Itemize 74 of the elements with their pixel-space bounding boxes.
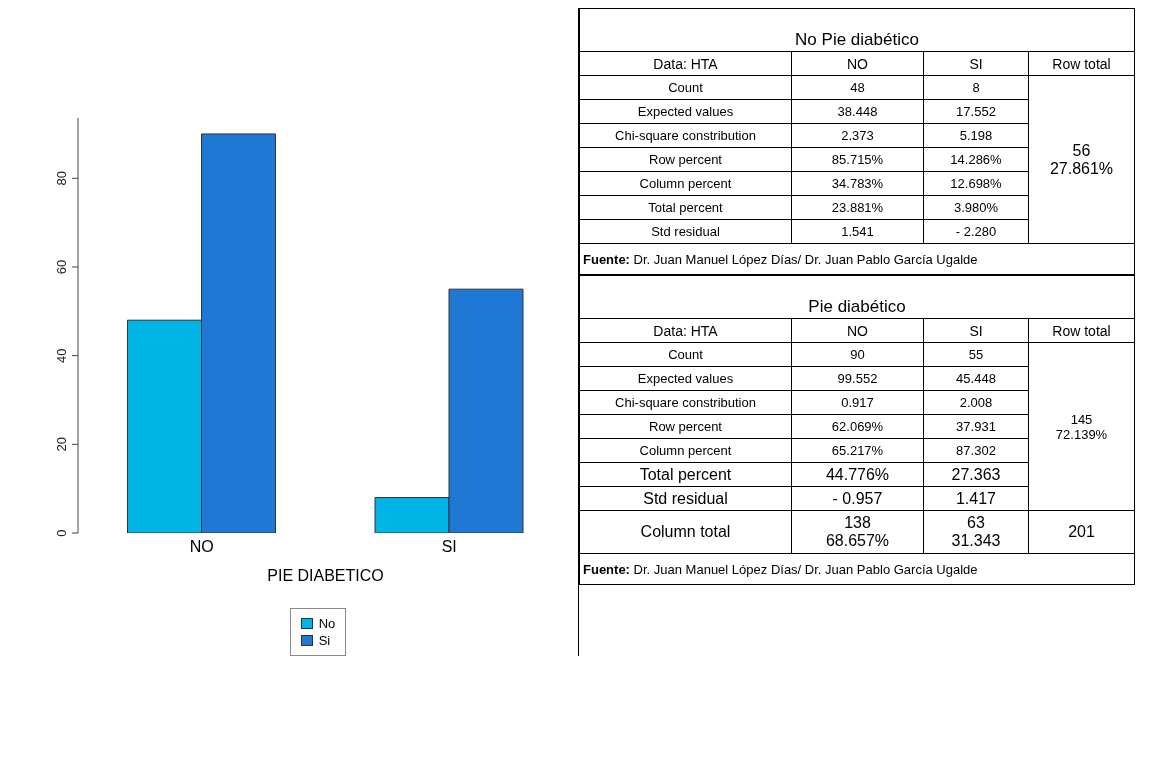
x-axis-title: PIE DIABETICO [267, 567, 384, 584]
text: Total percent [579, 462, 792, 487]
text: SI [923, 318, 1029, 343]
text: Expected values [579, 366, 792, 391]
text: 99.552 [791, 366, 924, 391]
text: 68.657% [825, 532, 890, 549]
text: 145 [1070, 411, 1093, 427]
text: Count [579, 75, 792, 100]
legend-label: No [318, 615, 336, 632]
source-note: Fuente: [583, 561, 630, 577]
y-tick-label: 80 [54, 171, 69, 186]
text: 55 [923, 342, 1029, 367]
text: 48 [791, 75, 924, 100]
text: Std residual [579, 486, 792, 511]
text: Row percent [579, 414, 792, 439]
y-tick-label: 20 [54, 437, 69, 452]
text: Std residual [579, 219, 792, 244]
text: 8 [923, 75, 1029, 100]
y-tick-label: 0 [54, 529, 69, 537]
text: 3.980% [923, 195, 1029, 220]
text: 5.198 [923, 123, 1029, 148]
text: Row total [1028, 51, 1135, 76]
text: Data: HTA [579, 318, 792, 343]
text: 201 [1028, 510, 1135, 554]
text: - 2.280 [923, 219, 1029, 244]
text: Pie diabético [579, 275, 1135, 319]
text: 1.417 [923, 486, 1029, 511]
text: 2.008 [923, 390, 1029, 415]
text: 0.917 [791, 390, 924, 415]
text: 1.541 [791, 219, 924, 244]
text: 27.363 [923, 462, 1029, 487]
text: Data: HTA [579, 51, 792, 76]
text: 62.069% [791, 414, 924, 439]
text: 17.552 [923, 99, 1029, 124]
text: Dr. Juan Manuel López Días/ Dr. Juan Pablo García Ugalde [633, 251, 978, 267]
text: 14.286% [923, 147, 1029, 172]
text: 2.373 [791, 123, 924, 148]
text: - 0.957 [791, 486, 924, 511]
text: NO [791, 51, 924, 76]
text: Column total [579, 510, 792, 554]
text: NO [791, 318, 924, 343]
text: Column percent [579, 171, 792, 196]
text: 138 [844, 514, 871, 531]
text: Dr. Juan Manuel López Días/ Dr. Juan Pablo García Ugalde [633, 561, 978, 577]
text: Count [579, 342, 792, 367]
y-tick-label: 40 [54, 348, 69, 363]
text: 23.881% [791, 195, 924, 220]
source-note: Fuente: [583, 251, 630, 267]
text: 27.861% [1049, 159, 1114, 177]
legend-label: Si [318, 632, 331, 649]
text: 85.715% [791, 147, 924, 172]
text: Expected values [579, 99, 792, 124]
text: Row percent [579, 147, 792, 172]
text: Chi-square constribution [579, 390, 792, 415]
text: Chi-square constribution [579, 123, 792, 148]
text: 38.448 [791, 99, 924, 124]
text: 63 [967, 514, 985, 531]
text: 65.217% [791, 438, 924, 463]
text: 12.698% [923, 171, 1029, 196]
text: No Pie diabético [579, 8, 1135, 52]
text: 44.776% [791, 462, 924, 487]
text: Row total [1028, 318, 1135, 343]
text: 31.343 [951, 532, 1001, 549]
text: 87.302 [923, 438, 1029, 463]
y-tick-label: 60 [54, 259, 69, 275]
text: 90 [791, 342, 924, 367]
text: 56 [1072, 141, 1091, 159]
text: Total percent [579, 195, 792, 220]
text: 72.139% [1055, 426, 1108, 442]
text: SI [923, 51, 1029, 76]
text: 34.783% [791, 171, 924, 196]
text: Column percent [579, 438, 792, 463]
text: 45.448 [923, 366, 1029, 391]
text: 37.931 [923, 414, 1029, 439]
